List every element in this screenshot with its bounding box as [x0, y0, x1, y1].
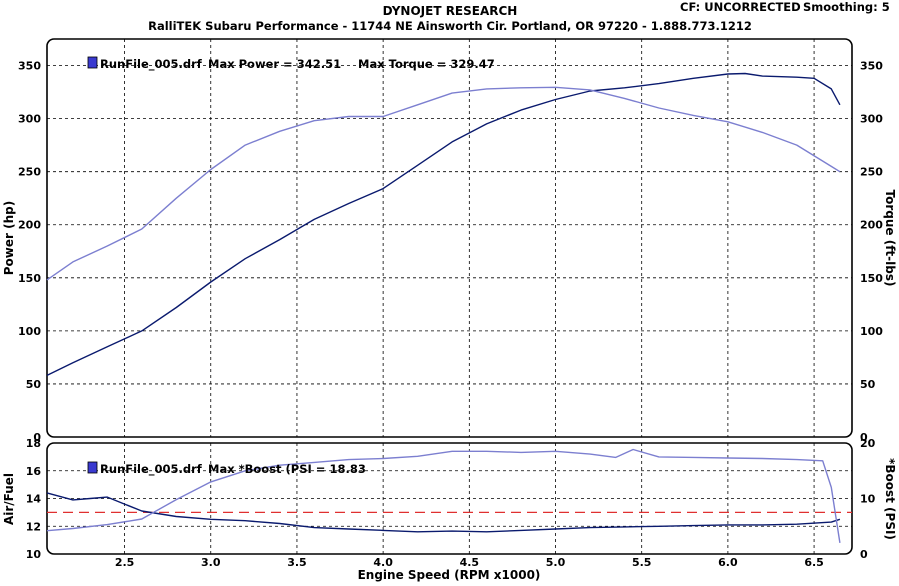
series-power-line	[46, 72, 841, 377]
rpm-tick-label: 4.5	[460, 556, 480, 569]
boost-axis-label: *Boost (PSI)	[883, 458, 897, 540]
lower-legend-file: RunFile_005.drf	[100, 462, 203, 477]
smoothing-label: Smoothing: 5	[803, 0, 890, 14]
series-boost-line	[46, 448, 841, 544]
rpm-tick-label: 3.0	[201, 556, 221, 569]
power-tick-label: 200	[18, 219, 41, 232]
rpm-tick-label: 6.5	[804, 556, 824, 569]
upper-series	[46, 72, 841, 377]
max-boost-label: Max *Boost (PSI = 18.83	[208, 462, 366, 476]
lower-series	[46, 448, 852, 544]
airfuel-axis-ticks: 10 12 14 16 18	[26, 437, 42, 561]
power-tick-label: 50	[26, 378, 42, 391]
chart-title: DYNOJET RESEARCH	[383, 4, 518, 18]
torque-tick-label: 150	[860, 272, 883, 285]
lower-grid	[47, 443, 852, 554]
torque-tick-label: 350	[860, 60, 883, 73]
upper-plot-frame	[46, 38, 853, 438]
series-torque-line	[46, 86, 841, 281]
power-tick-label: 0	[33, 431, 41, 444]
boost-tick-label: 20	[860, 437, 876, 450]
rpm-axis-ticks: 2.5 3.0 3.5 4.0 4.5 5.0 5.5 6.0 6.5	[115, 556, 824, 569]
max-power-label: Max Power = 342.51	[208, 57, 341, 71]
airfuel-tick-label: 10	[26, 548, 42, 561]
rpm-tick-label: 5.0	[546, 556, 566, 569]
power-tick-label: 300	[18, 113, 41, 126]
boost-tick-label: 0	[860, 548, 868, 561]
chart-subtitle: RalliTEK Subaru Performance - 11744 NE A…	[148, 19, 752, 33]
power-tick-label: 150	[18, 272, 41, 285]
lower-legend-marker	[87, 461, 98, 474]
airfuel-tick-label: 14	[26, 493, 42, 506]
torque-tick-label: 50	[860, 378, 876, 391]
upper-legend-marker	[87, 56, 98, 69]
airfuel-tick-label: 16	[26, 465, 42, 478]
lower-panel: 10 12 14 16 18 0 10 20 2.5 3.0 3.5 4.0 4.5 5.0 5.5 6.…	[2, 437, 897, 582]
torque-axis-label: Torque (ft-lbs)	[883, 190, 897, 287]
boost-tick-label: 10	[860, 493, 876, 506]
upper-legend-file: RunFile_005.drf	[100, 57, 203, 72]
series-air-fuel-line	[46, 492, 841, 533]
power-tick-label: 100	[18, 325, 41, 338]
rpm-tick-label: 6.0	[718, 556, 738, 569]
rpm-tick-label: 4.0	[373, 556, 393, 569]
torque-axis-ticks: 0 50 100 150 200 250 300 350	[860, 60, 883, 444]
airfuel-axis-label: Air/Fuel	[2, 473, 16, 525]
max-torque-label: Max Torque = 329.47	[358, 57, 495, 71]
power-tick-label: 350	[18, 60, 41, 73]
torque-tick-label: 300	[860, 113, 883, 126]
boost-axis-ticks: 0 10 20	[860, 437, 876, 561]
torque-tick-label: 250	[860, 166, 883, 179]
rpm-tick-label: 5.5	[632, 556, 652, 569]
cf-label: CF: UNCORRECTED	[680, 0, 801, 14]
power-tick-label: 250	[18, 166, 41, 179]
airfuel-tick-label: 18	[26, 437, 41, 450]
power-axis-ticks: 0 50 100 150 200 250 300 350	[18, 60, 41, 444]
torque-tick-label: 200	[860, 219, 883, 232]
torque-tick-label: 100	[860, 325, 883, 338]
rpm-tick-label: 3.5	[287, 556, 307, 569]
rpm-tick-label: 2.5	[115, 556, 135, 569]
x-axis-label: Engine Speed (RPM x1000)	[358, 568, 541, 582]
airfuel-tick-label: 12	[26, 520, 41, 533]
upper-panel: 0 50 100 150 200 250 300 350 0 50 100 150 200 250 300…	[2, 38, 897, 444]
power-axis-label: Power (hp)	[2, 201, 16, 275]
torque-tick-label: 0	[860, 431, 868, 444]
